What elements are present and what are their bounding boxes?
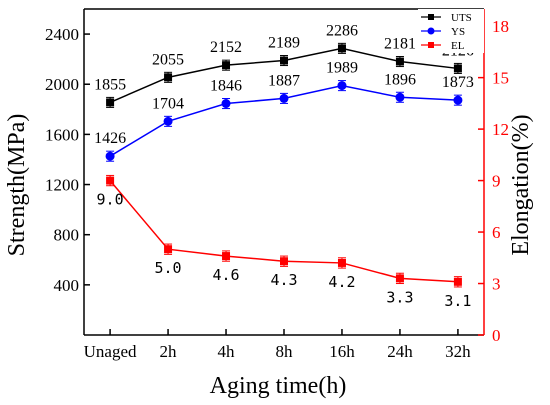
data-label: 4.2 — [328, 273, 355, 291]
data-label: 9.0 — [97, 191, 124, 209]
data-point — [395, 92, 405, 102]
x-tick-label: Unaged — [84, 342, 137, 361]
x-tick-label: 16h — [329, 342, 355, 361]
data-point — [164, 73, 173, 82]
data-point — [453, 95, 463, 105]
data-point — [163, 116, 173, 126]
legend-marker — [428, 14, 434, 20]
right-tick-label: 9 — [492, 172, 501, 191]
left-tick-label: 400 — [54, 276, 80, 295]
data-label: 1896 — [384, 71, 416, 88]
data-label: 2189 — [268, 35, 300, 52]
data-point — [453, 64, 462, 73]
data-point — [337, 258, 346, 267]
right-tick-label: 3 — [492, 275, 501, 294]
x-tick-label: 24h — [387, 342, 413, 361]
legend-marker — [427, 27, 435, 35]
data-label: 2286 — [326, 22, 358, 39]
data-label: 2055 — [152, 51, 184, 68]
series-uts: 1855205521522189228621812126 — [94, 22, 474, 108]
left-tick-label: 1200 — [45, 176, 79, 195]
data-label: 1704 — [152, 95, 184, 112]
right-tick-label: 18 — [492, 17, 509, 36]
x-tick-label: 4h — [218, 342, 236, 361]
data-point — [337, 44, 346, 53]
right-tick-label: 0 — [492, 326, 501, 345]
x-axis-label: Aging time(h) — [210, 373, 347, 399]
left-axis: 400 800 1200 1600 2000 2400 — [45, 25, 90, 295]
data-label: 1887 — [268, 72, 300, 89]
x-tick-label: 8h — [276, 342, 294, 361]
series-layer: 1855205521522189228621812126142617041846… — [94, 22, 474, 309]
right-tick-label: 6 — [492, 223, 501, 242]
data-point — [106, 98, 115, 107]
data-point — [280, 257, 288, 266]
data-label: 1873 — [442, 74, 474, 91]
x-tick-label: 2h — [160, 342, 178, 361]
data-label: 3.1 — [444, 292, 471, 310]
data-label: 1426 — [94, 130, 126, 147]
data-point — [221, 99, 231, 109]
left-axis-label: Strength(MPa) — [4, 114, 30, 257]
data-label: 1989 — [326, 60, 358, 77]
left-tick-label: 1600 — [45, 125, 79, 144]
series-el: 9.0 5.0 4.6 4.3 4.2 3.3 3.1 — [97, 174, 471, 310]
data-label: 2181 — [384, 36, 416, 53]
right-tick-label: 12 — [492, 120, 509, 139]
data-point — [105, 151, 115, 161]
legend-label: UTS — [451, 12, 472, 24]
data-point — [395, 57, 404, 66]
data-point — [337, 81, 347, 91]
left-tick-label: 2000 — [45, 75, 79, 94]
data-label: 1855 — [94, 76, 126, 93]
data-label: 1846 — [210, 78, 242, 95]
data-point — [395, 274, 404, 283]
data-point — [164, 245, 173, 254]
data-point — [280, 56, 288, 65]
plot-frame — [83, 8, 485, 336]
legend-label: YS — [451, 26, 465, 38]
data-point — [279, 93, 289, 103]
legend-label: EL — [451, 40, 465, 52]
x-axis: Unaged 2h 4h 8h 16h 24h 32h — [84, 329, 471, 361]
data-label: 3.3 — [386, 288, 413, 306]
data-point — [222, 252, 231, 261]
left-tick-label: 800 — [54, 226, 80, 245]
x-tick-label: 32h — [445, 342, 471, 361]
data-label: 4.3 — [270, 271, 297, 289]
right-axis-label: Elongation(%) — [508, 114, 534, 255]
legend: UTS YS EL — [418, 9, 484, 53]
data-point — [222, 61, 231, 70]
data-label: 5.0 — [155, 259, 182, 277]
right-tick-label: 15 — [492, 69, 509, 88]
series-ys: 1426 1704 1846 1887 1989 1896 1873 — [94, 60, 474, 162]
right-axis: 0 3 6 9 12 15 18 — [478, 17, 509, 345]
data-label: 4.6 — [212, 266, 239, 284]
legend-marker — [428, 42, 434, 48]
left-tick-label: 2400 — [45, 25, 79, 44]
data-point — [453, 277, 462, 286]
data-point — [106, 176, 115, 185]
data-label: 2152 — [210, 39, 242, 56]
